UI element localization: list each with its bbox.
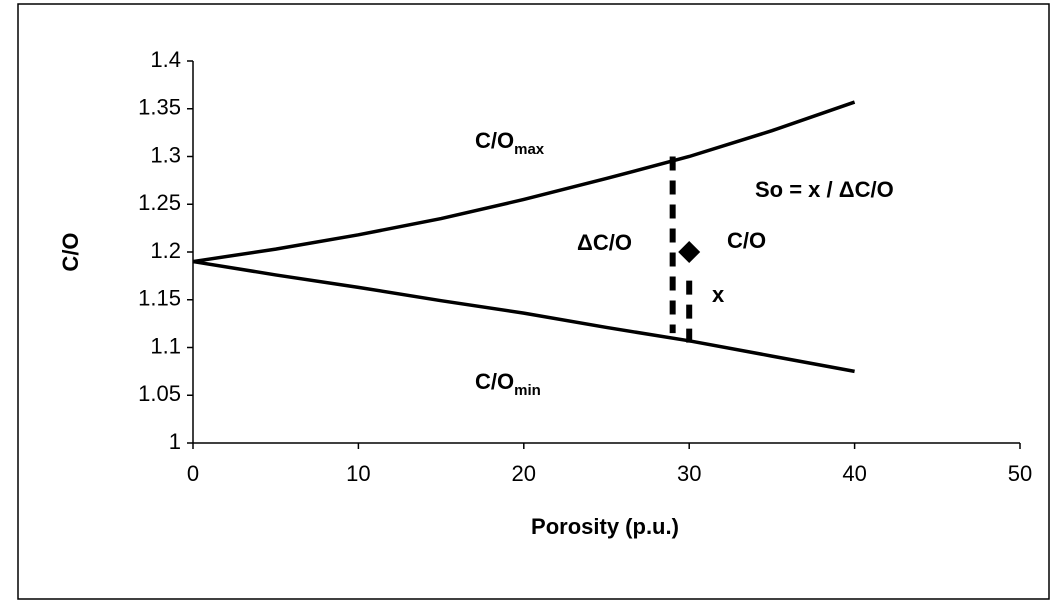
annotation-text: C/O xyxy=(475,369,514,394)
x-tick-label: 50 xyxy=(1008,461,1032,486)
diamond-marker xyxy=(678,241,701,263)
y-axis-title: C/O xyxy=(58,232,83,271)
y-tick-label: 1.15 xyxy=(138,286,181,311)
x-tick-label: 0 xyxy=(187,461,199,486)
annotation-text: C/O xyxy=(475,128,514,153)
annotation: C/Omax xyxy=(475,128,545,158)
y-tick-label: 1.3 xyxy=(150,142,181,167)
y-tick-label: 1 xyxy=(169,429,181,454)
line xyxy=(192,100,856,264)
x-tick-label: 20 xyxy=(512,461,536,486)
annotation-text: x xyxy=(712,282,725,307)
x-tick-label: 30 xyxy=(677,461,701,486)
line xyxy=(192,259,855,374)
chart-frame xyxy=(17,3,1050,600)
y-tick-label: 1.05 xyxy=(138,381,181,406)
x-tick-label: 40 xyxy=(842,461,866,486)
annotation: So = x / ΔC/O xyxy=(755,177,894,202)
y-tick-label: 1.4 xyxy=(150,47,181,72)
annotation: C/O xyxy=(727,228,766,253)
annotation: ΔC/O xyxy=(577,230,632,255)
annotation-text: ΔC/O xyxy=(577,230,632,255)
y-tick-label: 1.1 xyxy=(150,333,181,358)
y-tick-label: 1.35 xyxy=(138,95,181,120)
annotation-text: So = x / ΔC/O xyxy=(755,177,894,202)
annotation-subscript: max xyxy=(514,141,545,158)
x-tick-label: 10 xyxy=(346,461,370,486)
x-axis-title: Porosity (p.u.) xyxy=(531,514,679,539)
annotation: x xyxy=(712,282,725,307)
annotation: C/Omin xyxy=(475,369,541,399)
annotation-subscript: min xyxy=(514,382,541,399)
annotation-text: C/O xyxy=(727,228,766,253)
y-tick-label: 1.2 xyxy=(150,238,181,263)
y-tick-label: 1.25 xyxy=(138,190,181,215)
